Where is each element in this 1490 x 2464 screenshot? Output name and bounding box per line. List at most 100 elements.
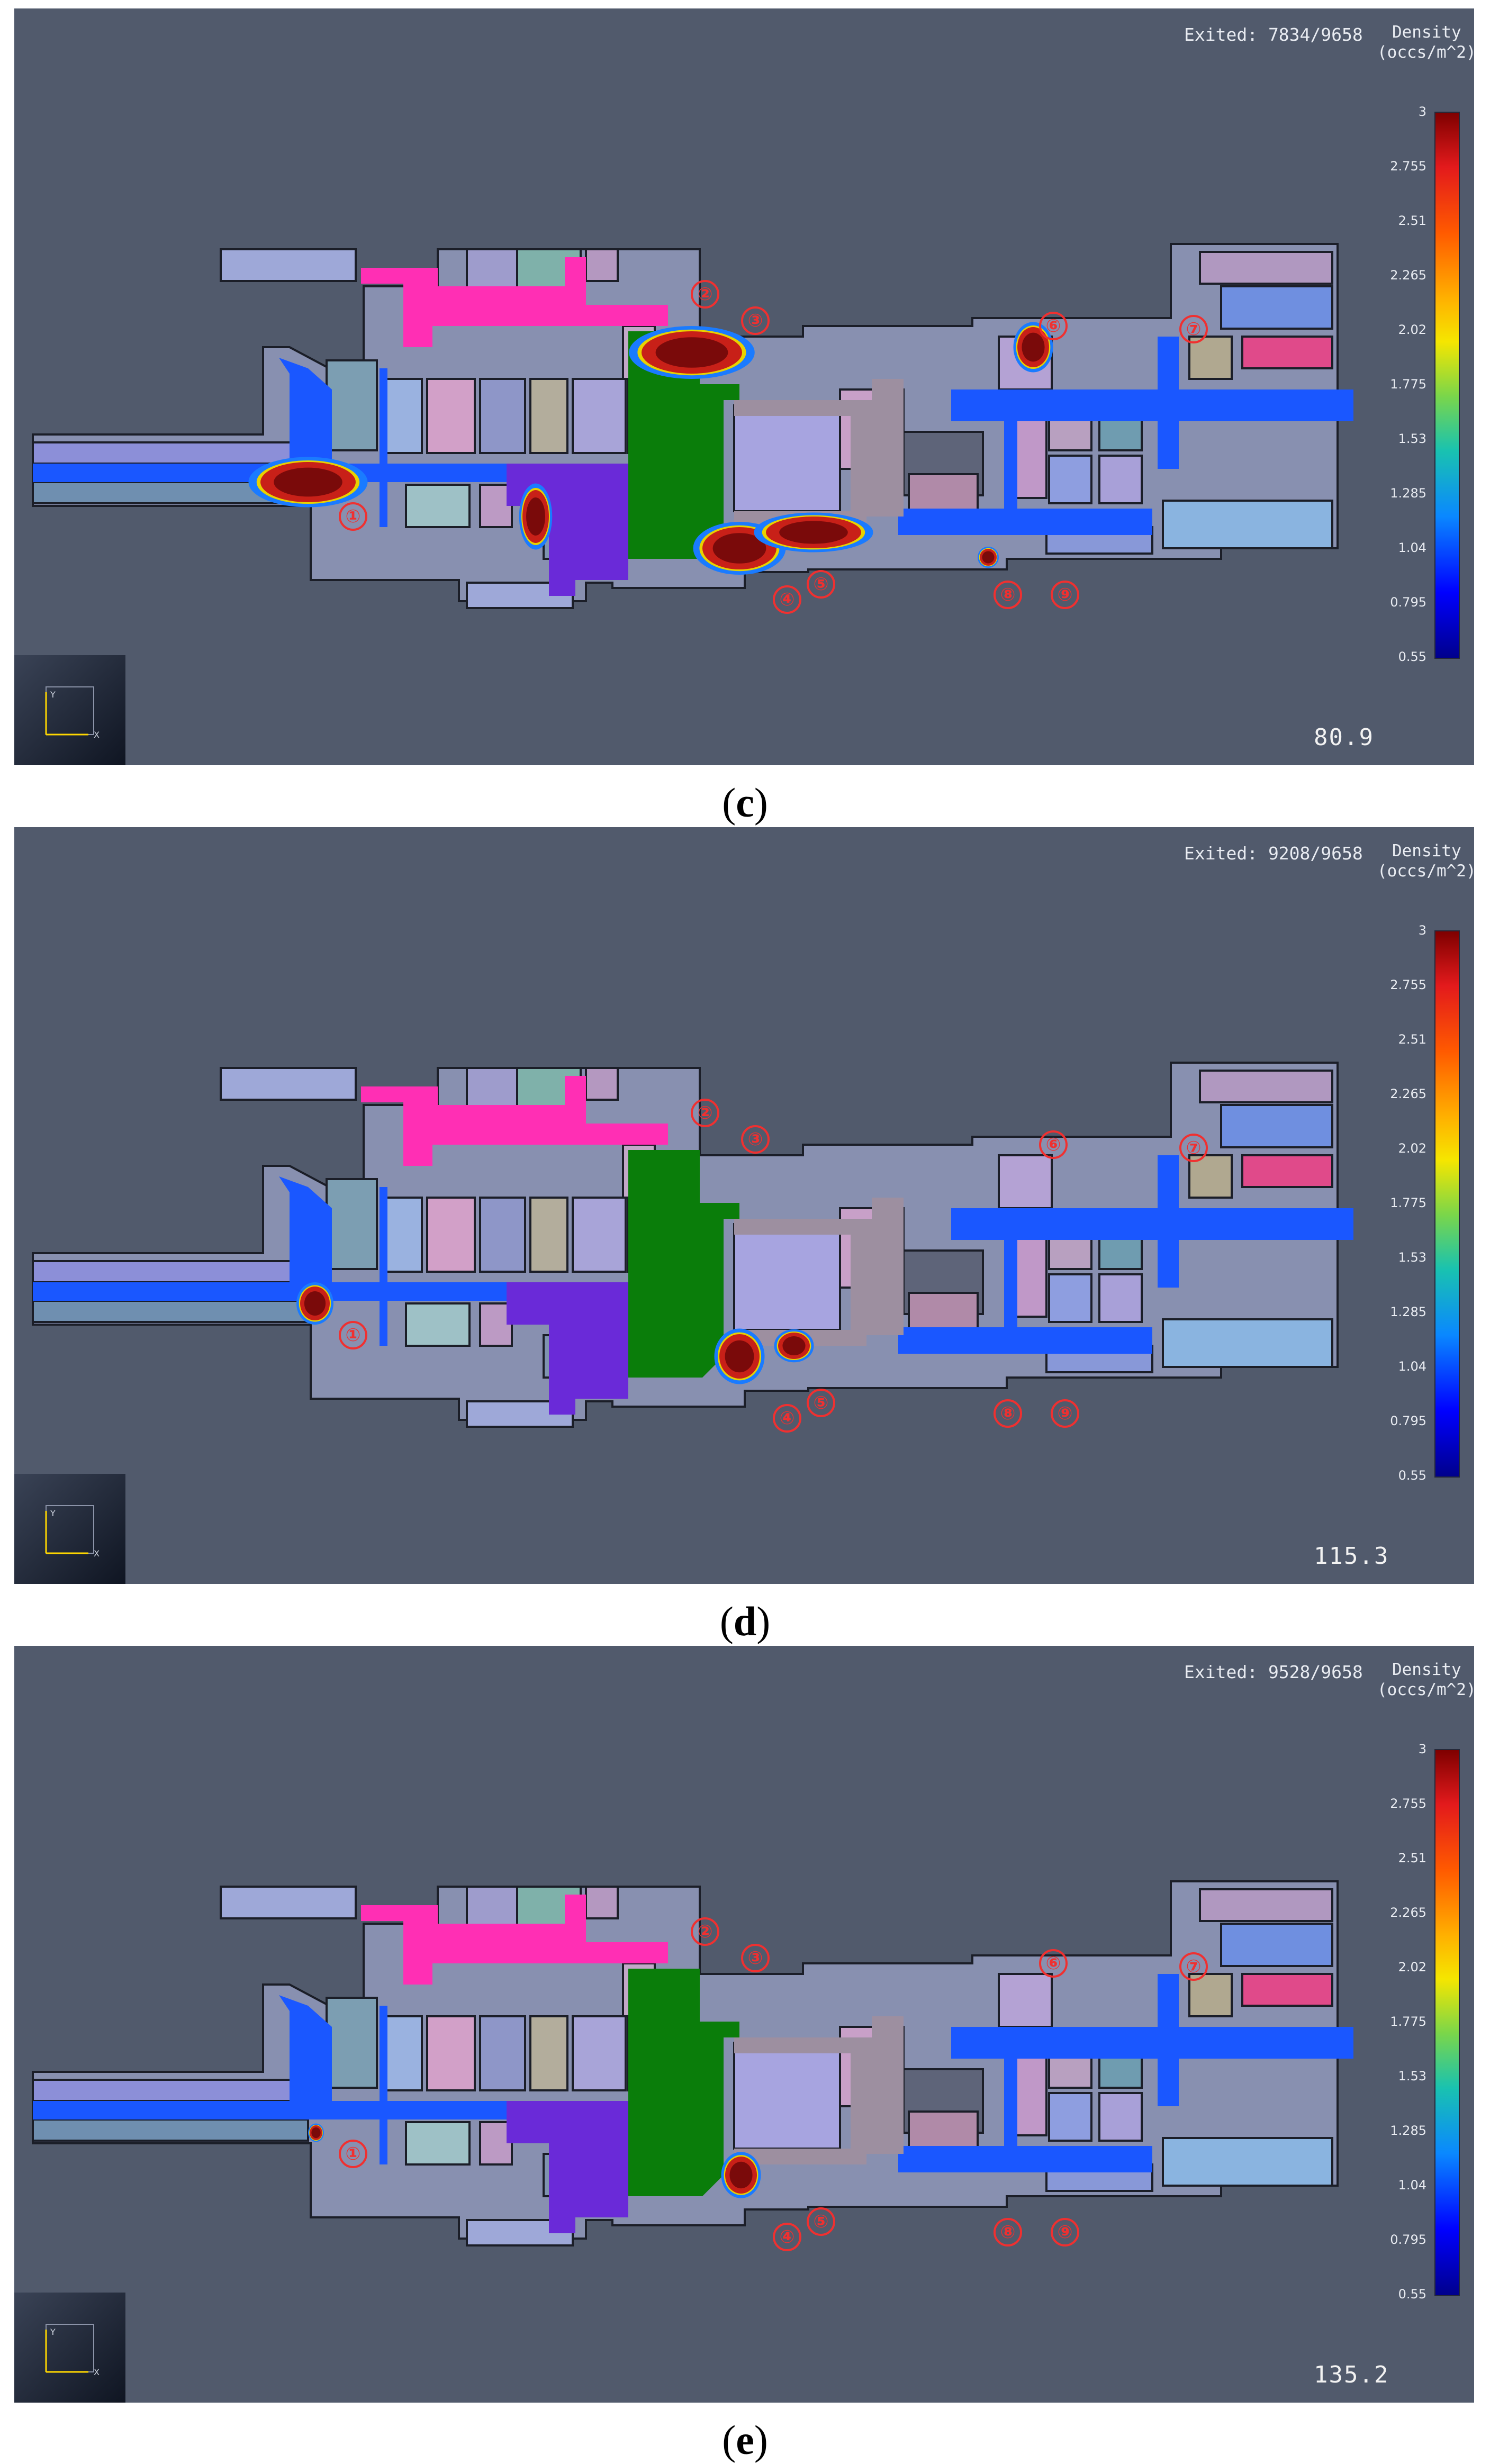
location-marker-6: ⑥ xyxy=(1039,312,1068,340)
colorbar-tick-label: 1.285 xyxy=(1390,486,1426,501)
density-legend-title: Density (occs/m^2) xyxy=(1377,23,1474,62)
colorbar-tick-label: 1.775 xyxy=(1390,2014,1426,2029)
density-legend-title: Density (occs/m^2) xyxy=(1377,841,1474,881)
crowd-cluster xyxy=(655,337,728,368)
density-colorbar xyxy=(1434,1749,1460,2296)
axis-y-label: Y xyxy=(50,2327,56,2337)
location-marker-6: ⑥ xyxy=(1039,1949,1068,1978)
colorbar-tick-label: 1.53 xyxy=(1398,431,1426,446)
axes-orientation-widget: Y X xyxy=(14,2293,125,2403)
crowd-cluster xyxy=(712,533,766,564)
location-marker-9: ⑨ xyxy=(1051,1399,1079,1428)
location-marker-5: ⑤ xyxy=(807,1389,835,1417)
axes-orientation-widget: Y X xyxy=(14,1474,125,1584)
location-marker-4: ④ xyxy=(773,2223,801,2251)
colorbar-tick-label: 2.51 xyxy=(1398,1851,1426,1865)
location-marker-3: ③ xyxy=(741,306,770,335)
crowd-cluster xyxy=(725,1340,754,1373)
colorbar-tick-label: 1.775 xyxy=(1390,1195,1426,1210)
location-marker-5: ⑤ xyxy=(807,2207,835,2236)
colorbar-tick-label: 2.755 xyxy=(1390,159,1426,174)
location-marker-4: ④ xyxy=(773,585,801,614)
crowd-cluster xyxy=(729,2161,753,2189)
axes-orientation-widget: Y X xyxy=(14,655,125,765)
simulation-panel-e: Exited: 9528/9658 Density (occs/m^2) 3 2.7… xyxy=(14,1646,1474,2403)
colorbar-tick-label: 2.02 xyxy=(1398,1141,1426,1156)
colorbar-tick-label: 1.04 xyxy=(1398,1359,1426,1374)
colorbar-tick-label: 2.265 xyxy=(1390,1086,1426,1101)
colorbar-tick-label: 1.53 xyxy=(1398,2069,1426,2083)
colorbar-tick-label: 0.55 xyxy=(1398,649,1426,664)
exited-counter: Exited: 9528/9658 xyxy=(1184,1662,1363,1682)
colorbar-tick-label: 3 xyxy=(1418,1742,1426,1756)
crowd-cluster xyxy=(304,1291,326,1316)
density-legend-title: Density (occs/m^2) xyxy=(1377,1660,1474,1699)
crowd-layer xyxy=(308,2123,761,2198)
colorbar-tick-label: 2.265 xyxy=(1390,1905,1426,1920)
simulation-panel-d: Exited: 9208/9658 Density (occs/m^2) 3 2.7… xyxy=(14,827,1474,1584)
caption-e: (e) xyxy=(722,2417,768,2463)
crowd-layer xyxy=(296,1282,814,1384)
colorbar-tick-label: 3 xyxy=(1418,923,1426,938)
axis-y-label: Y xyxy=(50,690,56,700)
axis-x-label: X xyxy=(94,730,100,740)
crowd-cluster xyxy=(1022,332,1045,362)
location-marker-8: ⑧ xyxy=(994,1399,1022,1428)
crowd-cluster xyxy=(779,521,848,544)
axis-y-label: Y xyxy=(50,1508,56,1518)
location-marker-9: ⑨ xyxy=(1051,581,1079,609)
colorbar-tick-label: 1.285 xyxy=(1390,1305,1426,1319)
axis-x-label: X xyxy=(94,1548,100,1559)
colorbar-tick-label: 2.51 xyxy=(1398,1032,1426,1047)
caption-d: (d) xyxy=(719,1598,771,1644)
location-marker-1: ① xyxy=(339,1321,367,1349)
colorbar-tick-label: 2.51 xyxy=(1398,213,1426,228)
colorbar-tick-label: 0.55 xyxy=(1398,1468,1426,1483)
location-marker-3: ③ xyxy=(741,1944,770,1972)
colorbar-tick-label: 0.795 xyxy=(1390,1414,1426,1428)
location-marker-1: ① xyxy=(339,502,367,531)
crowd-cluster xyxy=(526,497,545,536)
location-marker-5: ⑤ xyxy=(807,570,835,599)
location-marker-8: ⑧ xyxy=(994,2218,1022,2246)
location-marker-9: ⑨ xyxy=(1051,2218,1079,2246)
density-colorbar xyxy=(1434,112,1460,659)
simulation-time: 135.2 xyxy=(1314,2361,1389,2388)
density-colorbar xyxy=(1434,930,1460,1478)
location-marker-4: ④ xyxy=(773,1404,801,1433)
caption-c: (c) xyxy=(722,780,768,826)
simulation-time: 115.3 xyxy=(1314,1543,1389,1570)
location-marker-6: ⑥ xyxy=(1039,1130,1068,1159)
colorbar-tick-label: 0.795 xyxy=(1390,2232,1426,2247)
exited-counter: Exited: 7834/9658 xyxy=(1184,24,1363,45)
colorbar-tick-label: 2.755 xyxy=(1390,1796,1426,1811)
location-marker-7: ⑦ xyxy=(1179,315,1208,343)
exited-counter: Exited: 9208/9658 xyxy=(1184,843,1363,864)
axis-x-label: X xyxy=(94,2367,100,2377)
simulation-time: 80.9 xyxy=(1314,724,1374,751)
colorbar-tick-label: 0.55 xyxy=(1398,2287,1426,2302)
crowd-cluster xyxy=(274,467,342,497)
location-marker-1: ① xyxy=(339,2140,367,2168)
location-marker-3: ③ xyxy=(741,1125,770,1154)
location-marker-8: ⑧ xyxy=(994,581,1022,609)
colorbar-tick-label: 2.02 xyxy=(1398,322,1426,337)
colorbar-tick-label: 1.53 xyxy=(1398,1250,1426,1265)
location-marker-2: ② xyxy=(691,1099,719,1127)
simulation-panel-c: Exited: 7834/9658 Density (occs/m^2) 3 2.7… xyxy=(14,8,1474,765)
colorbar-tick-label: 2.02 xyxy=(1398,1960,1426,1974)
crowd-cluster xyxy=(982,551,995,564)
location-marker-7: ⑦ xyxy=(1179,1134,1208,1162)
colorbar-tick-label: 1.04 xyxy=(1398,540,1426,555)
location-marker-7: ⑦ xyxy=(1179,1952,1208,1981)
crowd-cluster xyxy=(311,2127,321,2139)
colorbar-tick-label: 1.775 xyxy=(1390,377,1426,392)
location-marker-2: ② xyxy=(691,1917,719,1946)
colorbar-tick-label: 1.285 xyxy=(1390,2123,1426,2138)
colorbar-tick-label: 1.04 xyxy=(1398,2178,1426,2193)
colorbar-tick-label: 2.265 xyxy=(1390,268,1426,283)
crowd-layer xyxy=(248,322,1053,575)
crowd-cluster xyxy=(782,1336,806,1355)
colorbar-tick-label: 2.755 xyxy=(1390,977,1426,992)
location-marker-2: ② xyxy=(691,280,719,309)
